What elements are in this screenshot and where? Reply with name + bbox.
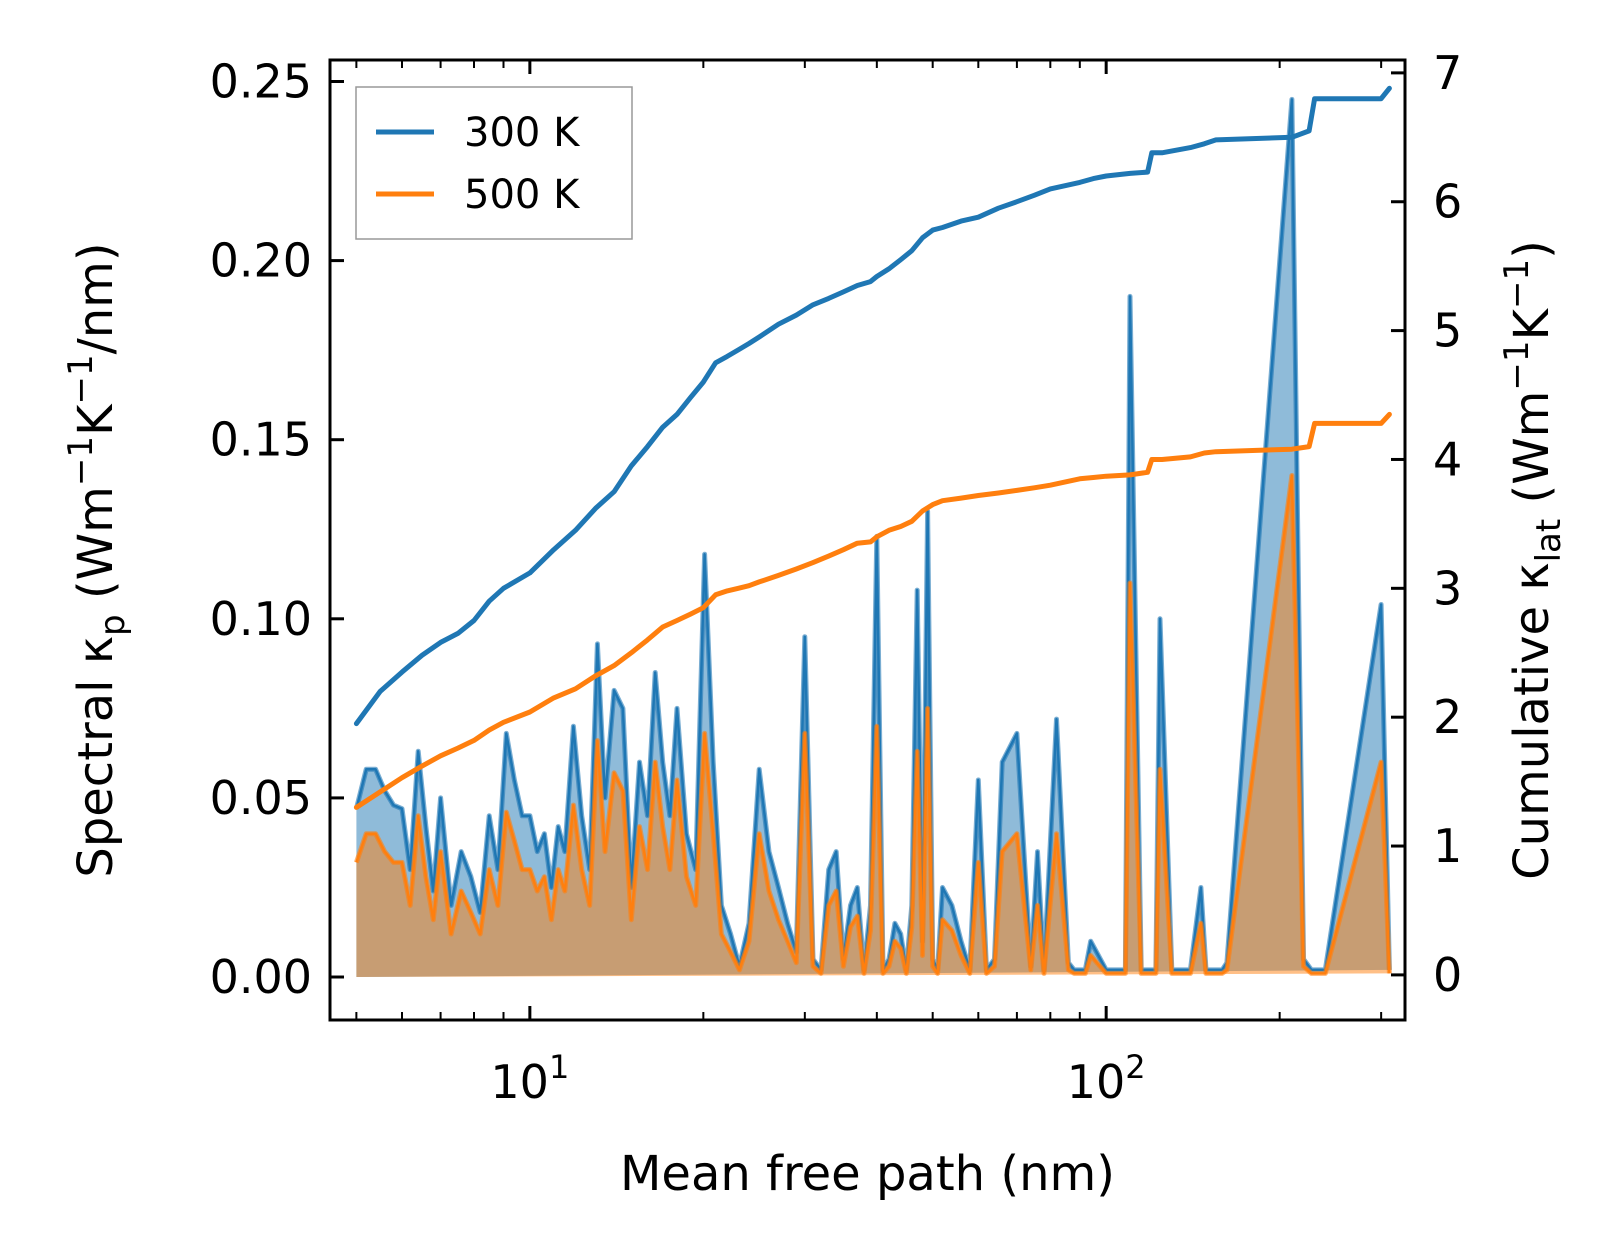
y-right-tick-label: 1 <box>1433 819 1462 873</box>
y-right-axis-title: Cumulative κlat (Wm−1K−1) <box>1497 240 1569 880</box>
y-left-tick-label: 0.15 <box>210 413 312 467</box>
x-tick-label: 102 <box>1067 1048 1146 1109</box>
axis-titles: Mean free path (nm) Spectral κp (Wm−1K−1/… <box>61 240 1569 1202</box>
spectral-500k-area <box>356 475 1390 977</box>
y-left-tick-label: 0.25 <box>210 54 312 108</box>
legend-label: 300 K <box>464 110 581 156</box>
y-right-tick-label: 6 <box>1433 175 1462 229</box>
y-right-tick-label: 3 <box>1433 561 1462 615</box>
axes: 0.00 0.05 0.10 0.15 0.20 0.25 0 1 2 3 4 5 6 7 101 102 <box>210 46 1463 1109</box>
y-right-tick-label: 0 <box>1433 948 1462 1002</box>
spectral-500k-line <box>355 474 1391 975</box>
cumulative-300k-line <box>353 85 1392 727</box>
y-right-tick-label: 4 <box>1433 432 1462 486</box>
y-left-tick-label: 0.10 <box>210 592 312 646</box>
y-left-axis-title: Spectral κp (Wm−1K−1/nm) <box>61 242 133 877</box>
y-right-tick-label: 2 <box>1433 690 1462 744</box>
y-right-tick-label: 5 <box>1433 304 1462 358</box>
y-right-tick-label: 7 <box>1433 46 1462 100</box>
legend: 300 K 500 K <box>355 86 633 240</box>
cumulative-500k-line <box>353 411 1392 810</box>
y-left-tick-label: 0.20 <box>210 234 312 288</box>
y-left-tick-label: 0.05 <box>210 771 312 825</box>
plot-area <box>353 85 1392 977</box>
x-tick-label: 101 <box>490 1048 569 1109</box>
legend-box <box>355 86 633 240</box>
legend-label: 500 K <box>464 172 581 218</box>
x-axis-title: Mean free path (nm) <box>620 1146 1115 1202</box>
axes-frame <box>328 58 1407 1022</box>
y-left-tick-label: 0.00 <box>210 950 312 1004</box>
